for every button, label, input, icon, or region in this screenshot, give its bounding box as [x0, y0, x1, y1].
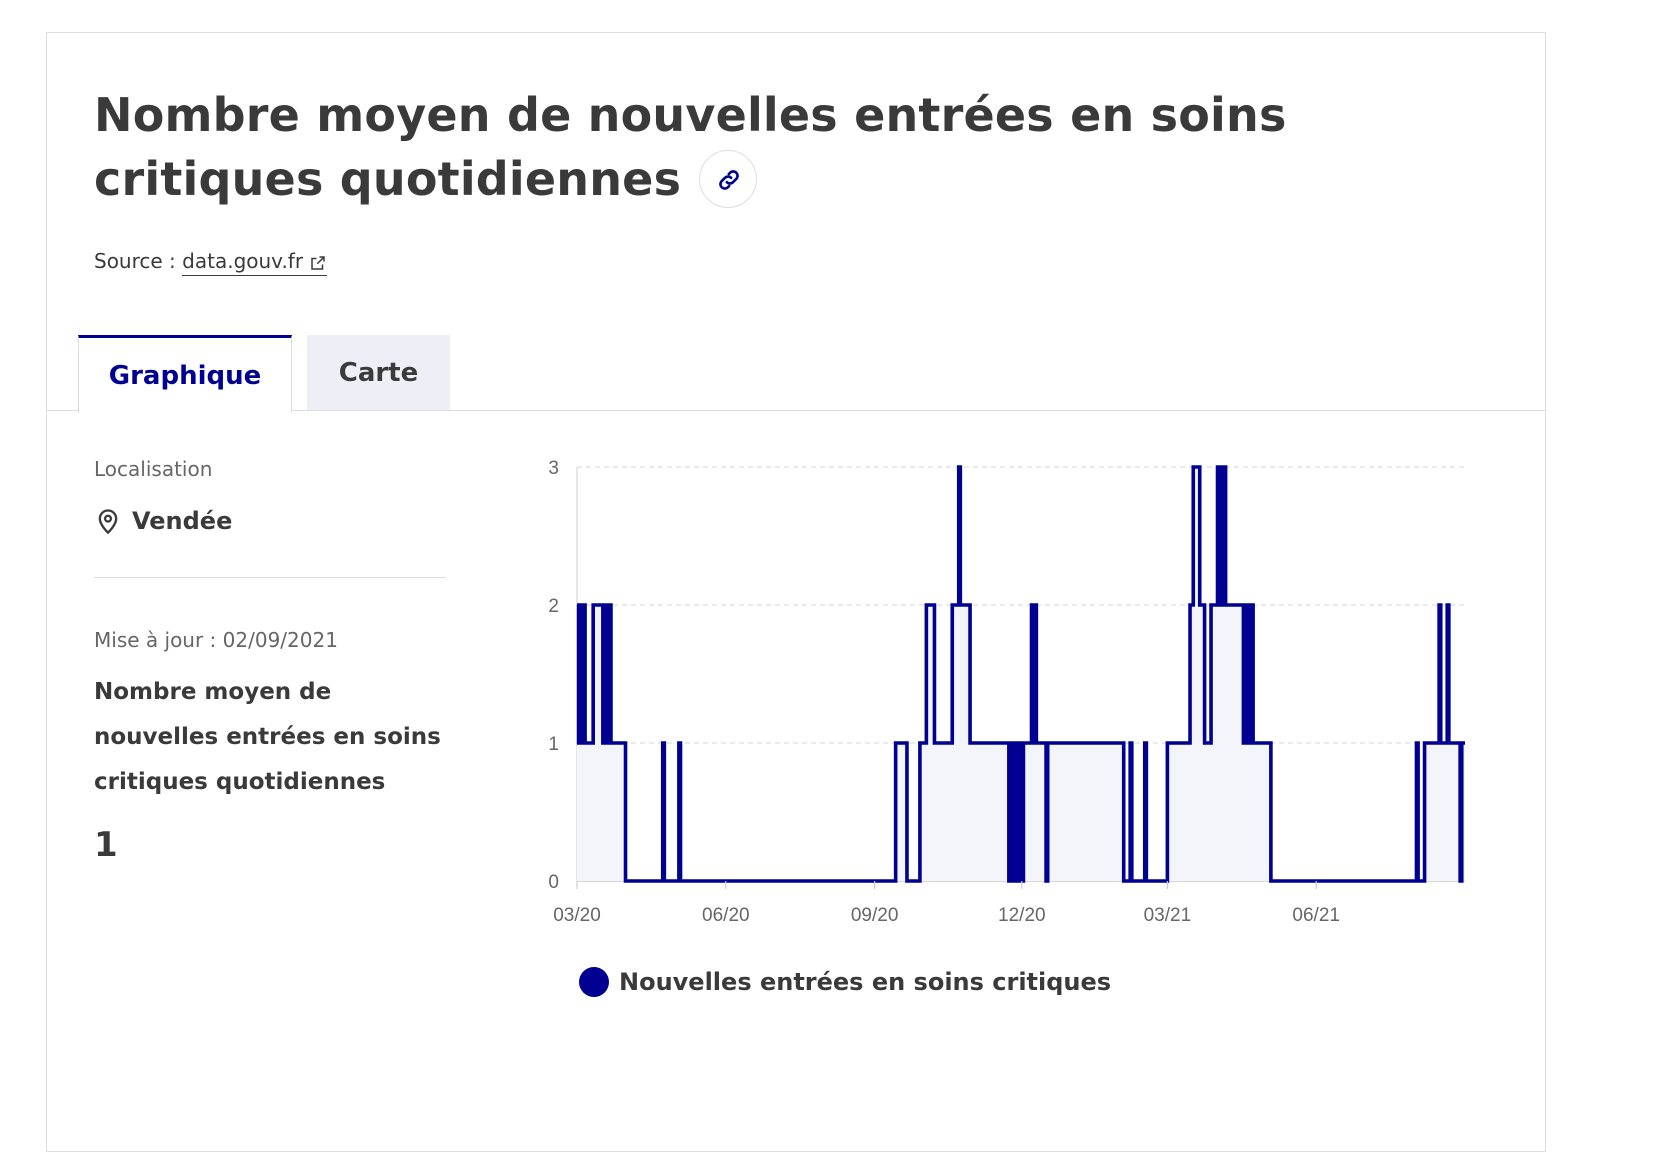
- series-line: [576, 465, 1465, 883]
- chart-area: 0 1 2 3 03/20 06/20 09/20 12/20 03/21 06/21: [537, 453, 1497, 1053]
- tab-carte[interactable]: Carte: [307, 335, 450, 411]
- source-line: Source : data.gouv.fr: [94, 249, 328, 276]
- legend-label: Nouvelles entrées en soins critiques: [619, 968, 1112, 996]
- y-tick-label: 1: [548, 734, 559, 755]
- line-chart: 0 1 2 3 03/20 06/20 09/20 12/20 03/21 06/21: [548, 458, 1465, 926]
- metric-value: 1: [94, 825, 118, 865]
- sidebar-divider: [94, 577, 446, 578]
- y-tick-label: 2: [548, 596, 559, 617]
- chart-legend: Nouvelles entrées en soins critiques: [579, 967, 1111, 997]
- tab-divider: [47, 410, 1547, 411]
- location-name: Vendée: [132, 507, 233, 535]
- location-value: Vendée: [94, 507, 446, 535]
- x-tick-label: 09/20: [851, 905, 899, 926]
- source-link[interactable]: data.gouv.fr: [182, 249, 328, 276]
- x-tick-label: 03/21: [1144, 905, 1192, 926]
- y-tick-label: 3: [548, 458, 559, 479]
- location-label: Localisation: [94, 457, 213, 481]
- update-date: Mise à jour : 02/09/2021: [94, 628, 338, 652]
- series-area-fill: [577, 467, 1465, 881]
- x-tick-label: 06/20: [702, 905, 750, 926]
- legend-swatch: [579, 967, 609, 997]
- x-tick-label: 03/20: [553, 905, 601, 926]
- metric-name: Nombre moyen de nouvelles entrées en soi…: [94, 679, 441, 795]
- page-title-text: Nombre moyen de nouvelles entrées en soi…: [94, 88, 1287, 206]
- y-tick-label: 0: [548, 872, 559, 893]
- tab-graphique[interactable]: Graphique: [78, 335, 292, 413]
- indicator-card: Nombre moyen de nouvelles entrées en soi…: [46, 32, 1547, 1152]
- link-icon: [719, 169, 739, 190]
- x-tick-label: 06/21: [1292, 905, 1340, 926]
- source-link-text: data.gouv.fr: [182, 249, 304, 273]
- source-prefix: Source :: [94, 249, 183, 273]
- map-pin-icon: [98, 509, 118, 535]
- page-title: Nombre moyen de nouvelles entrées en soi…: [94, 83, 1514, 212]
- copy-link-button[interactable]: [699, 149, 758, 208]
- x-tick-label: 12/20: [998, 905, 1046, 926]
- sidebar-panel: Localisation Vendée Mise à jour : 02/09/…: [94, 457, 446, 865]
- external-link-icon: [311, 255, 325, 270]
